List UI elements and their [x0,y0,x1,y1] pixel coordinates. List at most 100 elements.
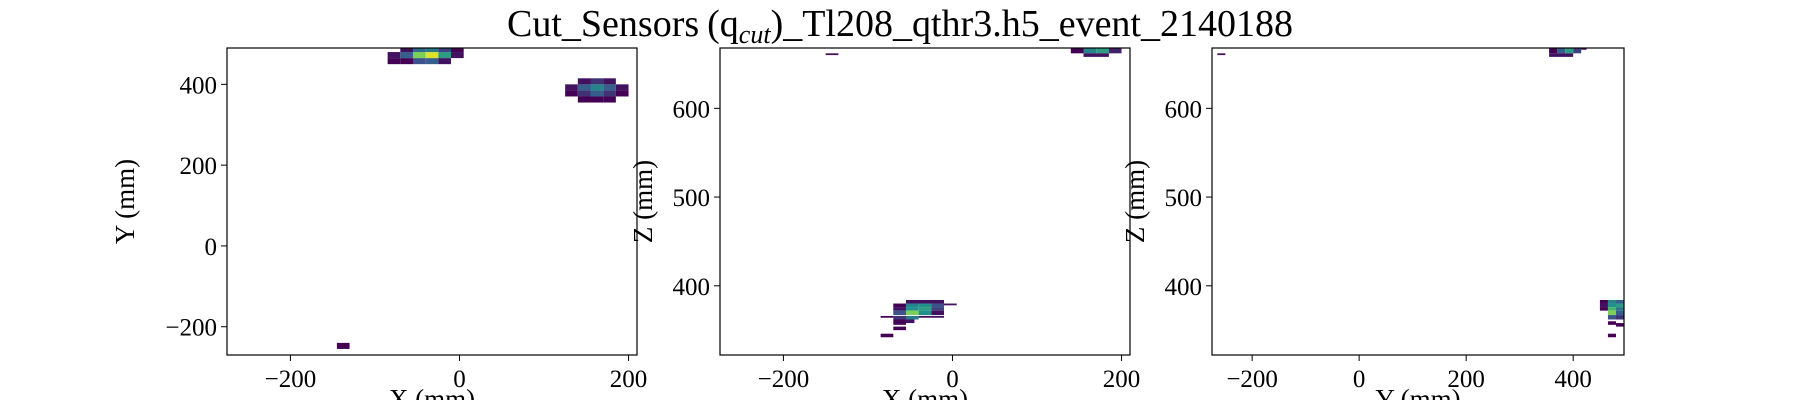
heatmap-cell [400,52,413,59]
heatmap-cell [425,58,439,65]
heatmap-cell [565,90,578,97]
x-tick-label: −200 [265,366,317,393]
x-tick-label: 400 [1554,366,1592,393]
heatmap-cell [603,96,616,103]
x-tick-label: 0 [946,366,959,393]
x-tick-label: 200 [610,366,648,393]
heatmap-cell [1573,48,1582,54]
heatmap-cell [931,303,945,308]
y-tick-label: 400 [673,274,711,301]
heatmap-cell [880,333,894,338]
heatmap-cell [1607,321,1616,325]
title-prefix: Cut_Sensors [507,3,699,45]
xy-x-axis-label: X (mm) [389,384,475,400]
xz-heatmap-cells [825,48,1122,338]
heatmap-cell [615,90,629,97]
heatmap-cell [1607,315,1616,320]
yz-x-axis-label: Y (mm) [1375,384,1460,400]
heatmap-cell [893,319,906,325]
heatmap-cell [336,342,350,349]
heatmap-cell [451,52,464,59]
heatmap-cell [905,310,919,316]
heatmap-cell [1599,299,1608,304]
heatmap-cell [451,48,464,53]
x-tick-label: 200 [1103,366,1141,393]
heatmap-cell [893,315,906,320]
y-tick-label: 0 [205,234,218,261]
yz-projection-panel: −200 0 200 400 400 500 600 Z (mm) Y (mm) [1120,47,1625,400]
heatmap-cell [412,58,426,65]
heatmap-cell [438,58,452,65]
heatmap-cell [387,52,401,59]
heatmap-cell [905,319,915,324]
yz-y-axis-label: Z (mm) [1120,160,1150,243]
heatmap-cell [905,307,919,311]
xy-y-axis-label: Y (mm) [110,159,140,244]
heatmap-cell [412,48,426,53]
xy-axes-frame [226,47,638,356]
y-tick-label: 500 [1165,185,1203,212]
heatmap-cell [615,84,629,91]
heatmap-cell [1615,315,1624,320]
heatmap-cell [438,52,452,59]
heatmap-cell [931,310,945,316]
title-subscript: cut [739,20,772,49]
heatmap-cell [905,315,919,320]
xz-y-axis-label: Z (mm) [628,160,658,243]
heatmap-cell [1599,307,1608,311]
heatmap-cell [918,307,932,311]
heatmap-cell [825,53,839,56]
heatmap-cell [400,58,413,65]
heatmap-cell [590,84,604,91]
y-tick-label: 500 [673,185,711,212]
xy-projection-panel: −200 0 200 −200 0 200 400 Y (mm) X (mm) [110,47,648,400]
heatmap-cell [577,78,591,85]
heatmap-cell [1108,48,1122,54]
y-tick-label: −200 [165,315,217,342]
heatmap-cell [590,78,604,85]
title-math-open: (q [707,3,739,45]
heatmap-cell [1615,307,1624,311]
heatmap-cell [1217,53,1226,56]
heatmap-cell [1599,303,1608,308]
heatmap-cell [400,48,413,53]
heatmap-cell [1549,48,1558,54]
heatmap-cell [918,310,932,316]
x-tick-label: 0 [1353,366,1366,393]
heatmap-cell [1615,299,1624,304]
heatmap-cell [387,58,401,65]
heatmap-cell [1615,323,1624,327]
heatmap-cell [590,96,604,103]
title-math-close: ) [771,3,784,45]
heatmap-cell [1607,333,1616,338]
heatmap-cell [1607,310,1616,316]
y-tick-label: 400 [1165,274,1203,301]
x-tick-label: 0 [453,366,466,393]
heatmap-cell [1581,48,1587,50]
heatmap-cell [944,303,957,306]
xz-x-axis-label: X (mm) [882,384,968,400]
heatmap-cell [880,315,894,318]
x-tick-label: −200 [1226,366,1278,393]
heatmap-cell [1615,310,1624,316]
y-tick-label: 600 [1165,96,1203,123]
yz-heatmap-cells [1217,48,1624,338]
heatmap-cell [1557,48,1566,54]
y-tick-label: 600 [673,96,711,123]
heatmap-cell [1615,303,1624,308]
y-tick-label: 200 [180,153,218,180]
xy-heatmap-cells [336,48,629,349]
x-tick-label: 200 [1447,366,1485,393]
heatmap-cell [918,303,932,308]
heatmap-cell [577,90,591,97]
heatmap-cell [905,299,945,304]
heatmap-cell [1607,307,1616,311]
title-suffix: _Tl208_qthr3.h5_event_2140188 [782,3,1293,45]
heatmap-cell [590,90,604,97]
heatmap-cell [931,307,945,311]
x-tick-label: −200 [758,366,810,393]
heatmap-cell [603,78,616,85]
heatmap-cell [565,84,578,91]
